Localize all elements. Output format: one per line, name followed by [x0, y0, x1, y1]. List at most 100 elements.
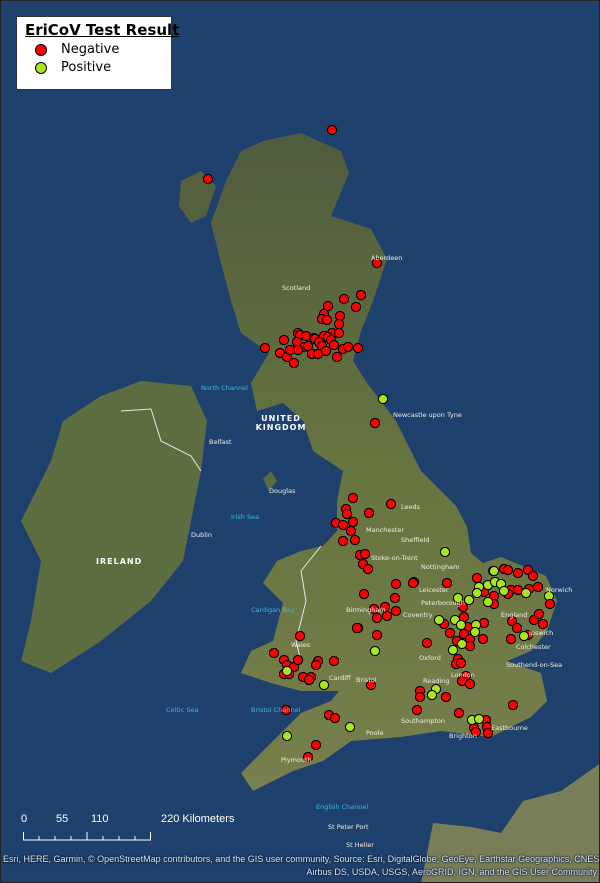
negative-result-marker[interactable]	[371, 629, 383, 641]
negative-result-marker[interactable]	[338, 293, 350, 305]
negative-result-marker[interactable]	[544, 598, 556, 610]
negative-result-marker[interactable]	[303, 674, 315, 686]
negative-result-marker[interactable]	[512, 567, 524, 579]
negative-result-marker[interactable]	[453, 707, 465, 719]
negative-result-marker[interactable]	[421, 637, 433, 649]
negative-result-marker[interactable]	[341, 508, 353, 520]
negative-result-marker[interactable]	[389, 592, 401, 604]
negative-result-marker[interactable]	[507, 699, 519, 711]
negative-result-marker[interactable]	[302, 751, 314, 763]
negative-result-marker[interactable]	[349, 534, 361, 546]
negative-result-marker[interactable]	[368, 603, 380, 615]
positive-result-marker[interactable]	[455, 619, 467, 631]
negative-result-marker[interactable]	[505, 633, 517, 645]
negative-result-marker[interactable]	[342, 341, 354, 353]
positive-result-marker[interactable]	[518, 630, 530, 642]
negative-result-marker[interactable]	[331, 351, 343, 363]
negative-result-marker[interactable]	[414, 691, 426, 703]
negative-result-marker[interactable]	[321, 314, 333, 326]
positive-result-marker[interactable]	[469, 626, 481, 638]
negative-result-marker[interactable]	[328, 655, 340, 667]
negative-result-marker[interactable]	[333, 327, 345, 339]
negative-result-marker[interactable]	[322, 300, 334, 312]
negative-result-marker[interactable]	[444, 627, 456, 639]
negative-result-marker[interactable]	[441, 577, 453, 589]
negative-result-marker[interactable]	[371, 257, 383, 269]
negative-result-marker[interactable]	[511, 622, 523, 634]
negative-result-marker[interactable]	[337, 519, 349, 531]
negative-result-marker[interactable]	[482, 727, 494, 739]
negative-result-marker[interactable]	[464, 678, 476, 690]
positive-result-marker[interactable]	[520, 587, 532, 599]
negative-result-marker[interactable]	[280, 704, 292, 716]
negative-result-marker[interactable]	[355, 289, 367, 301]
negative-result-marker[interactable]	[302, 340, 314, 352]
positive-result-marker[interactable]	[471, 587, 483, 599]
negative-result-marker[interactable]	[477, 633, 489, 645]
negative-result-marker[interactable]	[358, 588, 370, 600]
negative-result-marker[interactable]	[371, 612, 383, 624]
positive-result-marker[interactable]	[433, 614, 445, 626]
positive-result-marker[interactable]	[463, 594, 475, 606]
negative-result-marker[interactable]	[337, 535, 349, 547]
negative-result-marker[interactable]	[390, 605, 402, 617]
positive-result-marker[interactable]	[498, 585, 510, 597]
negative-result-marker[interactable]	[288, 357, 300, 369]
negative-result-marker[interactable]	[292, 344, 304, 356]
negative-result-marker[interactable]	[310, 739, 322, 751]
negative-result-marker[interactable]	[320, 345, 332, 357]
negative-result-marker[interactable]	[278, 334, 290, 346]
negative-result-marker[interactable]	[294, 630, 306, 642]
negative-result-marker[interactable]	[359, 548, 371, 560]
negative-result-marker[interactable]	[310, 659, 322, 671]
positive-result-marker[interactable]	[456, 638, 468, 650]
negative-result-marker[interactable]	[527, 570, 539, 582]
negative-result-marker[interactable]	[369, 417, 381, 429]
negative-result-marker[interactable]	[351, 622, 363, 634]
negative-result-marker[interactable]	[455, 657, 467, 669]
negative-result-marker[interactable]	[362, 563, 374, 575]
negative-result-marker[interactable]	[333, 318, 345, 330]
negative-result-marker[interactable]	[329, 712, 341, 724]
positive-result-marker[interactable]	[488, 565, 500, 577]
positive-result-marker[interactable]	[447, 644, 459, 656]
positive-result-marker[interactable]	[482, 596, 494, 608]
negative-result-marker[interactable]	[292, 654, 304, 666]
negative-result-marker[interactable]	[533, 608, 545, 620]
negative-result-marker[interactable]	[532, 581, 544, 593]
positive-result-marker[interactable]	[344, 721, 356, 733]
positive-result-marker[interactable]	[473, 713, 485, 725]
negative-result-marker[interactable]	[470, 726, 482, 738]
negative-result-marker[interactable]	[506, 615, 518, 627]
positive-result-marker[interactable]	[281, 730, 293, 742]
negative-result-marker[interactable]	[471, 572, 483, 584]
negative-result-marker[interactable]	[440, 691, 452, 703]
negative-result-marker[interactable]	[365, 679, 377, 691]
negative-result-marker[interactable]	[502, 564, 514, 576]
positive-result-marker[interactable]	[439, 546, 451, 558]
negative-result-marker[interactable]	[259, 342, 271, 354]
negative-result-marker[interactable]	[347, 516, 359, 528]
negative-result-marker[interactable]	[411, 704, 423, 716]
negative-result-marker[interactable]	[537, 618, 549, 630]
negative-result-marker[interactable]	[268, 647, 280, 659]
negative-result-marker[interactable]	[352, 342, 364, 354]
negative-result-marker[interactable]	[407, 577, 419, 589]
negative-result-marker[interactable]	[347, 492, 359, 504]
negative-result-marker[interactable]	[381, 610, 393, 622]
negative-result-marker[interactable]	[328, 339, 340, 351]
negative-result-marker[interactable]	[326, 124, 338, 136]
negative-result-marker[interactable]	[363, 507, 375, 519]
positive-result-marker[interactable]	[452, 592, 464, 604]
positive-result-marker[interactable]	[426, 689, 438, 701]
negative-result-marker[interactable]	[350, 301, 362, 313]
negative-result-marker[interactable]	[385, 498, 397, 510]
negative-result-marker[interactable]	[345, 525, 357, 537]
negative-result-marker[interactable]	[390, 578, 402, 590]
positive-result-marker[interactable]	[318, 679, 330, 691]
positive-result-marker[interactable]	[369, 645, 381, 657]
positive-result-marker[interactable]	[281, 665, 293, 677]
negative-result-marker[interactable]	[202, 173, 214, 185]
negative-result-marker[interactable]	[457, 601, 469, 613]
